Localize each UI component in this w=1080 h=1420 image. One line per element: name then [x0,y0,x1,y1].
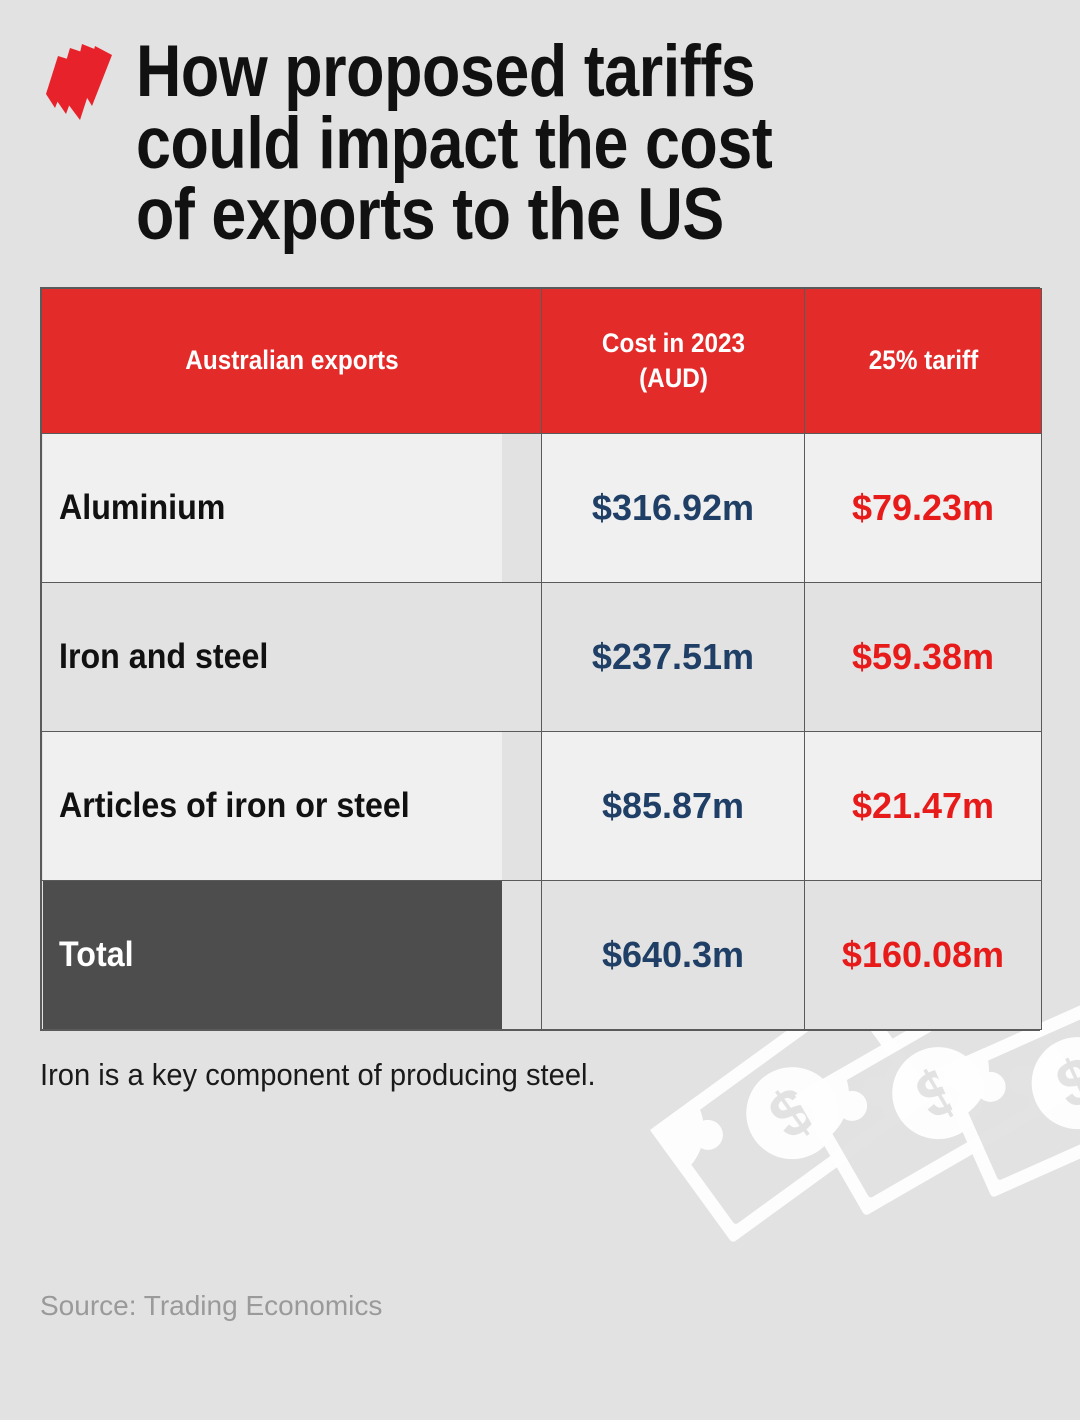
cell-cost: $316.92m [541,432,805,583]
column-header-cost-line1: Cost in 2023 [601,328,745,359]
sbs-flame-logo-icon [40,42,114,124]
cell-total-label: Total [41,879,502,1030]
column-header-exports: Australian exports [66,287,517,434]
table-total-row: Total $640.3m $160.08m [41,879,1042,1030]
cell-tariff: $21.47m [804,730,1042,881]
headline-line-1: How proposed tariffs [136,31,756,112]
tariff-table-container: Australian exports Cost in 2023 (AUD) 25… [40,286,1042,1031]
cell-cost: $237.51m [541,581,805,732]
table-body: Aluminium $316.92m $79.23m Iron and stee… [41,432,1042,1030]
cell-cost: $85.87m [541,730,805,881]
table-row: Aluminium $316.92m $79.23m [41,432,1042,583]
cell-total-tariff: $160.08m [804,879,1042,1030]
cell-total-cost: $640.3m [541,879,805,1030]
cell-category: Aluminium [41,432,502,583]
infographic-page: How proposed tariffs could impact the co… [40,34,1042,1321]
table-header: Australian exports Cost in 2023 (AUD) 25… [41,287,1042,434]
cell-category: Articles of iron or steel [41,730,502,881]
source-credit: Source: Trading Economics [40,1290,383,1321]
footnote: Iron is a key component of producing ste… [40,1056,596,1092]
table-row: Iron and steel $237.51m $59.38m [41,581,1042,732]
headline-line-2: could impact the cost [136,102,773,184]
page-title: How proposed tariffs could impact the co… [136,34,913,251]
column-header-tariff: 25% tariff [815,287,1031,434]
column-header-cost-line2: (AUD) [638,362,708,393]
masthead: How proposed tariffs could impact the co… [40,34,1040,251]
table-row: Articles of iron or steel $85.87m $21.47… [41,730,1042,881]
headline-line-3: of exports to the US [136,174,724,256]
column-header-cost: Cost in 2023 (AUD) [554,287,792,434]
cell-tariff: $59.38m [804,581,1042,732]
cell-tariff: $79.23m [804,432,1042,583]
table-header-row: Australian exports Cost in 2023 (AUD) 25… [41,287,1042,434]
cell-category: Iron and steel [41,581,502,732]
tariff-table: Australian exports Cost in 2023 (AUD) 25… [41,287,1042,1030]
